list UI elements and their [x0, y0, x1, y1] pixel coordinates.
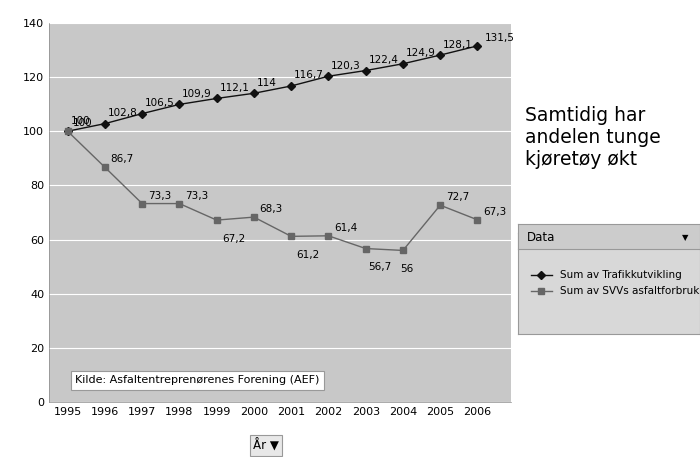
Text: 86,7: 86,7: [111, 154, 134, 165]
Text: År ▼: År ▼: [253, 439, 279, 452]
Text: Data: Data: [527, 231, 556, 244]
Text: 124,9: 124,9: [406, 48, 435, 58]
Text: 61,2: 61,2: [297, 250, 320, 260]
Text: 100: 100: [74, 118, 93, 128]
Text: 73,3: 73,3: [185, 191, 208, 201]
Text: 102,8: 102,8: [108, 108, 137, 118]
Text: 109,9: 109,9: [182, 89, 212, 99]
Text: 72,7: 72,7: [446, 192, 469, 202]
Text: Samtidig har
andelen tunge
kjøretøy økt: Samtidig har andelen tunge kjøretøy økt: [525, 106, 661, 169]
Text: 128,1: 128,1: [443, 40, 473, 49]
Legend: Sum av Trafikkutvikling, Sum av SVVs asfaltforbruk: Sum av Trafikkutvikling, Sum av SVVs asf…: [527, 266, 700, 301]
Text: 56,7: 56,7: [368, 262, 392, 272]
Text: 67,3: 67,3: [483, 207, 506, 217]
Text: 114: 114: [257, 78, 276, 88]
Text: 120,3: 120,3: [331, 61, 361, 71]
Text: 116,7: 116,7: [294, 70, 324, 80]
Text: 61,4: 61,4: [334, 223, 357, 233]
Text: 68,3: 68,3: [260, 204, 283, 214]
Text: 73,3: 73,3: [148, 191, 171, 201]
Text: 100: 100: [71, 116, 90, 126]
Text: 67,2: 67,2: [222, 234, 246, 244]
Text: 131,5: 131,5: [484, 33, 514, 43]
Text: ▼: ▼: [682, 233, 689, 242]
Text: Kilde: Asfaltentreprenørenes Forening (AEF): Kilde: Asfaltentreprenørenes Forening (A…: [75, 375, 319, 385]
Text: 56: 56: [400, 264, 414, 274]
Text: 112,1: 112,1: [219, 83, 249, 93]
Text: 106,5: 106,5: [145, 98, 175, 108]
Text: 122,4: 122,4: [368, 55, 398, 65]
